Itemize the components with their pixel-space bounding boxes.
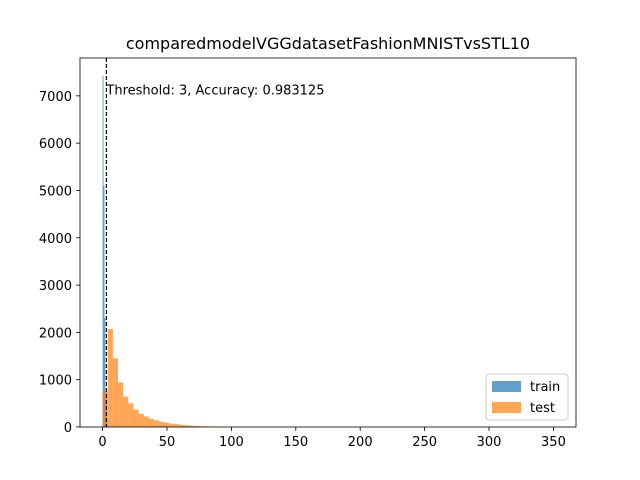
test-bar-10 [154, 420, 160, 427]
x-tick-label-1: 50 [159, 435, 176, 450]
test-bar-18 [195, 425, 201, 427]
test-bar-2 [112, 358, 119, 427]
x-tick-label-3: 150 [283, 435, 308, 450]
test-bar-5 [128, 403, 134, 427]
x-tick-label-5: 250 [412, 435, 437, 450]
test-bar-8 [143, 416, 149, 427]
y-tick-label-7: 7000 [39, 90, 72, 105]
x-tick-label-6: 300 [477, 435, 502, 450]
y-tick-label-6: 6000 [39, 137, 72, 152]
test-bar-6 [133, 409, 139, 427]
test-bar-13 [169, 423, 175, 427]
test-bar-0 [102, 391, 108, 427]
legend-label-test: test [530, 401, 555, 416]
train-bar-1 [103, 185, 105, 427]
test-bar-15 [179, 424, 185, 427]
plot-frame [79, 57, 577, 428]
test-bar-12 [164, 422, 170, 427]
test-bar-7 [138, 413, 144, 427]
test-bar-9 [148, 418, 155, 427]
test-bar-4 [123, 396, 129, 427]
y-tick-label-0: 0 [64, 421, 72, 436]
train-bar-0 [102, 75, 104, 427]
test-bar-14 [174, 424, 180, 427]
x-tick-label-2: 100 [219, 435, 244, 450]
x-tick-label-7: 350 [541, 435, 566, 450]
x-tick-label-0: 0 [98, 435, 106, 450]
y-tick-label-3: 3000 [39, 279, 72, 294]
legend-swatch-train [492, 381, 521, 392]
legend-swatch-test [492, 402, 521, 413]
test-bar-1 [107, 329, 113, 427]
y-tick-label-5: 5000 [39, 184, 72, 199]
y-tick-label-4: 4000 [39, 232, 72, 247]
x-axis: 0 50 100 150 200 250 300 350 [98, 427, 566, 450]
legend: train test [485, 373, 569, 421]
legend-label-train: train [530, 380, 560, 395]
test-bar-17 [190, 425, 196, 427]
train-bar-2 [104, 318, 106, 427]
test-bar-11 [159, 421, 165, 427]
y-axis: 0 1000 2000 3000 4000 5000 6000 7000 [39, 90, 80, 436]
y-tick-label-2: 2000 [39, 326, 72, 341]
chart-title: comparedmodelVGGdatasetFashionMNISTvsSTL… [126, 34, 530, 53]
x-tick-label-4: 200 [348, 435, 373, 450]
y-tick-label-1: 1000 [39, 374, 72, 389]
test-bar-3 [118, 382, 124, 427]
threshold-annotation: Threshold: 3, Accuracy: 0.983125 [105, 84, 324, 99]
test-bar-16 [184, 425, 191, 427]
